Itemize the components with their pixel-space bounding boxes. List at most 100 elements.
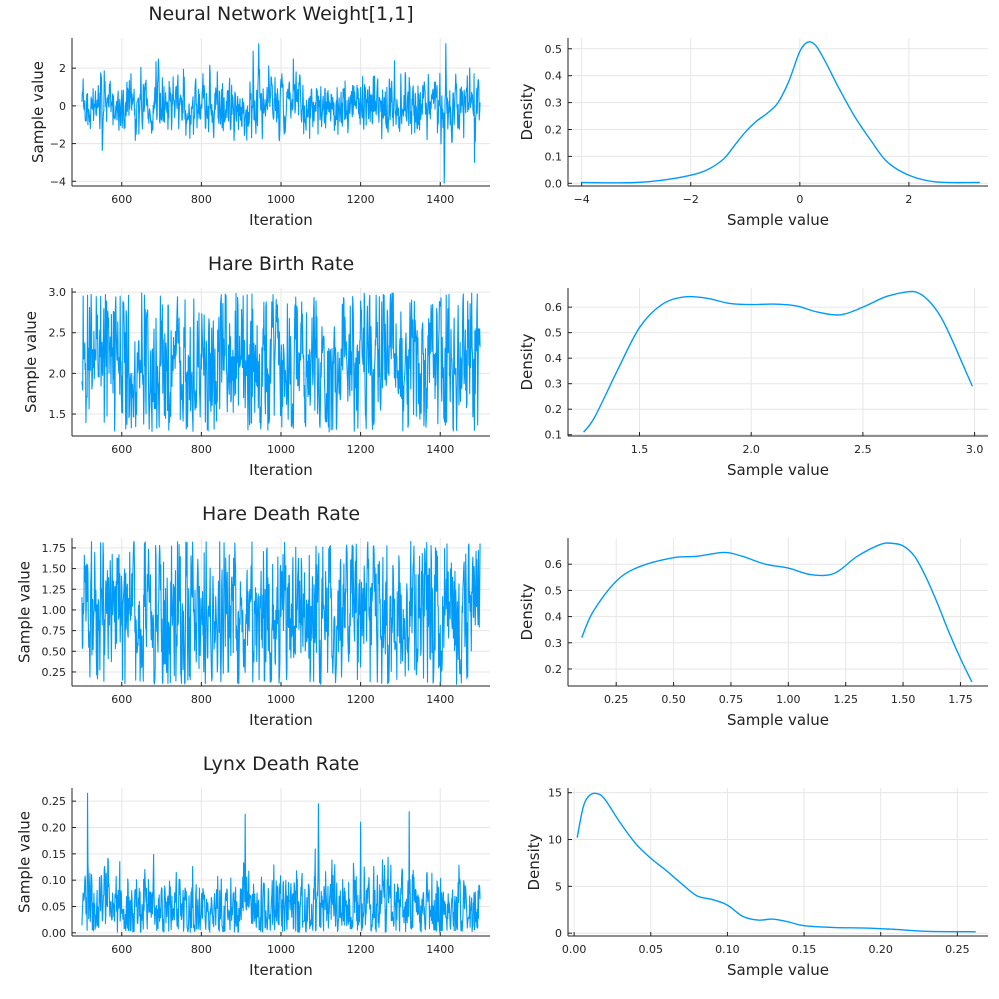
x-tick-label: 1.75 [948, 693, 973, 706]
x-tick-label: 0.50 [661, 693, 686, 706]
x-tick-label: 0 [796, 193, 803, 206]
density-curve [581, 542, 973, 683]
x-tick-label: 0.75 [719, 693, 744, 706]
x-tick-label: 1.50 [891, 693, 916, 706]
x-tick-label: 0.05 [639, 943, 664, 956]
y-axis-label: Density [525, 833, 543, 890]
x-tick-label: 600 [111, 193, 132, 206]
x-tick-label: 0.15 [792, 943, 817, 956]
y-tick-label: 0.4 [545, 70, 563, 83]
x-tick-label: 1.5 [631, 443, 649, 456]
y-tick-label: 0.25 [42, 666, 67, 679]
x-tick-label: 0.25 [604, 693, 629, 706]
x-tick-label: 2.5 [854, 443, 872, 456]
x-axis-label: Iteration [249, 211, 313, 229]
x-tick-label: 1400 [426, 193, 454, 206]
y-tick-label: 0.3 [545, 637, 563, 650]
x-tick-label: 0.25 [945, 943, 970, 956]
x-tick-label: 3.0 [966, 443, 984, 456]
y-axis-label: Sample value [22, 311, 40, 413]
x-tick-label: 2.0 [742, 443, 760, 456]
y-tick-label: 3.0 [49, 286, 67, 299]
y-tick-label: 10 [548, 834, 562, 847]
y-tick-label: 1.00 [42, 604, 67, 617]
x-axis-label: Iteration [249, 461, 313, 479]
y-axis-label: Density [518, 83, 536, 140]
density-curve [576, 792, 976, 933]
trace-line [81, 292, 481, 433]
x-axis-label: Sample value [727, 211, 829, 229]
panel-5: 600 800 1000 1200 1400 0.25 0.50 0.75 1.00 1.25 1.… [16, 503, 490, 729]
panel-4: 1.5 2.0 2.5 3.0 0.1 0.2 0.3 0.4 0.5 0.6 Sample val… [518, 288, 988, 479]
y-tick-label: 0.00 [42, 927, 67, 940]
y-tick-label: 1.50 [42, 563, 67, 576]
y-axis-label: Sample value [16, 811, 34, 913]
y-tick-label: 0.3 [545, 378, 563, 391]
y-axis-label: Density [518, 583, 536, 640]
chart-title: Hare Birth Rate [208, 253, 354, 275]
x-axis-label: Sample value [727, 961, 829, 979]
y-tick-label: 2.5 [49, 327, 67, 340]
x-tick-label: 1000 [267, 943, 295, 956]
y-tick-label: 0.5 [545, 43, 563, 56]
y-tick-label: 0.25 [42, 795, 67, 808]
y-tick-label: 0 [555, 927, 562, 940]
y-tick-label: 0.05 [42, 901, 67, 914]
x-tick-label: 1000 [267, 443, 295, 456]
x-tick-label: 600 [111, 443, 132, 456]
panel-2: −4 −2 0 2 0.0 0.1 0.2 0.3 0.4 0.5 Sample value Dens… [518, 38, 988, 229]
density-curve [583, 290, 974, 433]
y-axis-label: Sample value [29, 61, 47, 163]
x-tick-label: −4 [574, 193, 590, 206]
x-tick-label: 0.20 [868, 943, 893, 956]
y-tick-label: 0.2 [545, 123, 563, 136]
x-tick-label: 2 [905, 193, 912, 206]
x-tick-label: 1400 [426, 693, 454, 706]
y-tick-label: 0.3 [545, 97, 563, 110]
x-tick-label: 1000 [267, 693, 295, 706]
y-tick-label: 0.1 [545, 150, 563, 163]
y-tick-label: 0.6 [545, 301, 563, 314]
y-tick-label: 0.4 [545, 352, 563, 365]
x-tick-label: 1400 [426, 443, 454, 456]
y-tick-label: 0.0 [545, 177, 563, 190]
y-tick-label: 15 [548, 787, 562, 800]
y-tick-label: 1.75 [42, 542, 67, 555]
density-curve [581, 41, 980, 184]
y-tick-label: 0.2 [545, 403, 563, 416]
x-tick-label: 1.00 [776, 693, 801, 706]
x-tick-label: 1200 [347, 193, 375, 206]
x-tick-label: 800 [191, 943, 212, 956]
x-axis-label: Iteration [249, 961, 313, 979]
y-tick-label: 0.2 [545, 663, 563, 676]
y-tick-label: 0 [59, 100, 66, 113]
y-tick-label: 0.15 [42, 848, 67, 861]
x-tick-label: 600 [111, 693, 132, 706]
y-tick-label: 0.6 [545, 558, 563, 571]
x-axis-label: Sample value [727, 461, 829, 479]
x-axis-label: Sample value [727, 711, 829, 729]
panel-6: 0.25 0.50 0.75 1.00 1.25 1.50 1.75 0.2 0.3 0.4 0.5… [518, 538, 988, 729]
y-tick-label: 0.10 [42, 874, 67, 887]
y-tick-label: −4 [50, 175, 66, 188]
x-tick-label: 1.25 [833, 693, 858, 706]
x-axis-label: Iteration [249, 711, 313, 729]
trace-line [81, 43, 481, 184]
x-tick-label: 1400 [426, 943, 454, 956]
panel-8: 0.00 0.05 0.10 0.15 0.20 0.25 0 5 10 15 Sample val… [525, 787, 988, 979]
x-tick-label: 0.00 [562, 943, 587, 956]
x-tick-label: 800 [191, 443, 212, 456]
y-tick-label: 0.75 [42, 625, 67, 638]
x-tick-label: −2 [683, 193, 699, 206]
x-tick-label: 600 [111, 943, 132, 956]
panel-1: 600 800 1000 1200 1400 −4 −2 0 2 Iteration Sample … [29, 3, 490, 229]
y-tick-label: 1.5 [49, 408, 67, 421]
y-tick-label: 2 [59, 62, 66, 75]
y-tick-label: 0.4 [545, 611, 563, 624]
x-tick-label: 1200 [347, 943, 375, 956]
y-tick-label: 0.5 [545, 584, 563, 597]
x-tick-label: 800 [191, 193, 212, 206]
panel-3: 600 800 1000 1200 1400 1.5 2.0 2.5 3.0 Iteration S… [22, 253, 490, 479]
y-tick-label: 5 [555, 880, 562, 893]
